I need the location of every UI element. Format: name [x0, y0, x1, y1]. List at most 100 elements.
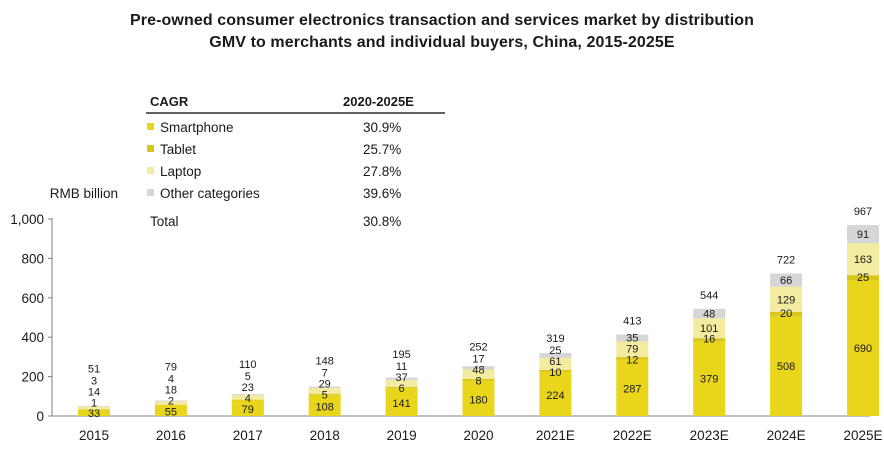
bar-segment-other — [539, 352, 572, 358]
data-label-tablet: 2 — [168, 396, 174, 408]
bar-segment-tablet — [770, 311, 803, 316]
cagr-total-value: 30.8% — [363, 214, 401, 229]
data-label-laptop: 163 — [854, 254, 872, 266]
data-label-other: 5 — [245, 371, 251, 383]
data-label-other: 4 — [168, 374, 174, 386]
legend-label-laptop: Laptop — [160, 164, 201, 179]
legend-label-tablet: Tablet — [160, 142, 196, 157]
data-label-smartphone: 55 — [165, 407, 177, 419]
cagr-header-label: CAGR — [150, 94, 189, 109]
x-tick-label: 2019 — [387, 428, 417, 443]
x-tick-label: 2023E — [690, 428, 729, 443]
bar-segment-laptop — [770, 286, 803, 312]
data-label-total: 252 — [469, 342, 487, 354]
bar-segment-other — [308, 386, 341, 389]
data-label-tablet: 16 — [703, 333, 715, 345]
bar-segment-laptop — [693, 318, 726, 339]
data-label-other: 7 — [322, 368, 328, 380]
data-label-tablet: 6 — [399, 383, 405, 395]
legend-swatch-laptop — [147, 167, 154, 174]
data-label-laptop: 29 — [319, 379, 331, 391]
legend-swatch-tablet — [147, 145, 154, 152]
data-label-total: 195 — [392, 349, 410, 361]
chart-axes: RMB billion 0 200 400 600 800 1,000 — [10, 186, 870, 424]
x-tick-label: 2022E — [613, 428, 652, 443]
y-tick-label: 0 — [36, 409, 44, 424]
cagr-header-period: 2020-2025E — [343, 94, 414, 109]
bar-segment-other — [154, 400, 187, 402]
cagr-value-laptop: 27.8% — [363, 164, 401, 179]
data-label-smartphone: 224 — [546, 390, 564, 402]
bar-segment-other — [385, 377, 418, 380]
bar-segment-tablet — [539, 369, 572, 372]
data-label-total: 110 — [239, 359, 257, 371]
bar-segment-tablet — [693, 338, 726, 342]
chart-bars: 3311435120155521847920167942351102017108… — [78, 206, 883, 443]
bar-segment-smartphone — [539, 371, 572, 416]
x-tick-label: 2021E — [536, 428, 575, 443]
bar-segment-smartphone — [770, 315, 803, 416]
data-label-total: 148 — [316, 356, 334, 368]
bar-segment-smartphone — [308, 394, 341, 416]
y-tick-label: 200 — [21, 370, 44, 385]
bar-segment-smartphone — [231, 400, 264, 416]
bar-segment-tablet — [78, 409, 110, 410]
legend-swatch-smartphone — [147, 123, 154, 130]
bar-segment-smartphone — [847, 280, 879, 416]
bar-group-2024E: 508 20 129 66 722 2024E — [767, 255, 806, 443]
data-label-smartphone: 180 — [469, 394, 487, 406]
data-label-laptop: 129 — [777, 294, 795, 306]
bar-segment-laptop — [231, 395, 264, 400]
bar-segment-smartphone — [385, 388, 418, 416]
data-label-total: 967 — [854, 206, 872, 218]
x-tick-label: 2025E — [843, 428, 882, 443]
data-label-smartphone: 287 — [623, 384, 641, 396]
data-label-other: 3 — [91, 376, 97, 388]
cagr-value-other: 39.6% — [363, 186, 401, 201]
bar-segment-tablet — [385, 387, 418, 389]
bar-segment-tablet — [462, 378, 495, 381]
data-label-smartphone: 141 — [392, 398, 410, 410]
x-tick-label: 2018 — [310, 428, 340, 443]
bar-segment-laptop — [154, 401, 187, 405]
bar-segment-laptop — [462, 369, 495, 379]
y-tick-label: 1,000 — [10, 212, 44, 227]
data-label-tablet: 25 — [857, 272, 869, 284]
y-tick-label: 800 — [21, 251, 44, 266]
cagr-total-label: Total — [150, 214, 179, 229]
data-label-smartphone: 79 — [242, 404, 254, 416]
data-label-total: 413 — [623, 316, 641, 328]
data-label-other: 17 — [472, 354, 484, 366]
data-label-other: 25 — [549, 345, 561, 357]
data-label-laptop: 37 — [395, 372, 407, 384]
bar-segment-other — [847, 225, 879, 244]
data-label-smartphone: 508 — [777, 361, 795, 373]
bar-segment-tablet — [847, 275, 879, 281]
data-label-tablet: 1 — [91, 398, 97, 410]
x-tick-label: 2015 — [79, 428, 109, 443]
cagr-value-tablet: 25.7% — [363, 142, 401, 157]
data-label-total: 722 — [777, 255, 795, 267]
bar-segment-tablet — [616, 357, 649, 360]
bar-segment-other — [770, 273, 803, 287]
legend-swatch-other — [147, 189, 154, 196]
legend-label-other: Other categories — [160, 186, 260, 201]
bar-segment-tablet — [308, 393, 341, 395]
bar-segment-smartphone — [462, 380, 495, 416]
y-axis-label: RMB billion — [50, 186, 118, 201]
bar-segment-smartphone — [616, 359, 649, 416]
data-label-tablet: 8 — [475, 376, 481, 388]
data-label-smartphone: 108 — [316, 401, 334, 413]
data-label-tablet: 5 — [322, 390, 328, 402]
chart-title-line-1: Pre-owned consumer electronics transacti… — [130, 12, 754, 29]
bar-segment-other — [693, 308, 726, 319]
data-label-total: 51 — [88, 364, 100, 376]
bar-segment-other — [231, 394, 264, 396]
